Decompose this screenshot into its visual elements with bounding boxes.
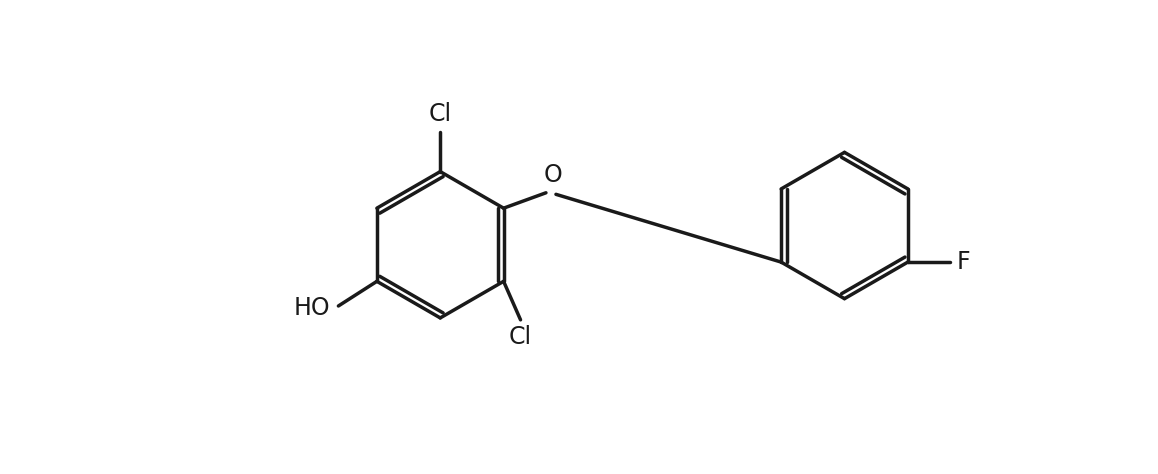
Text: F: F: [957, 250, 970, 274]
Text: Cl: Cl: [510, 325, 532, 349]
Text: Cl: Cl: [428, 102, 452, 126]
Text: O: O: [543, 163, 563, 187]
Text: HO: HO: [294, 295, 331, 319]
